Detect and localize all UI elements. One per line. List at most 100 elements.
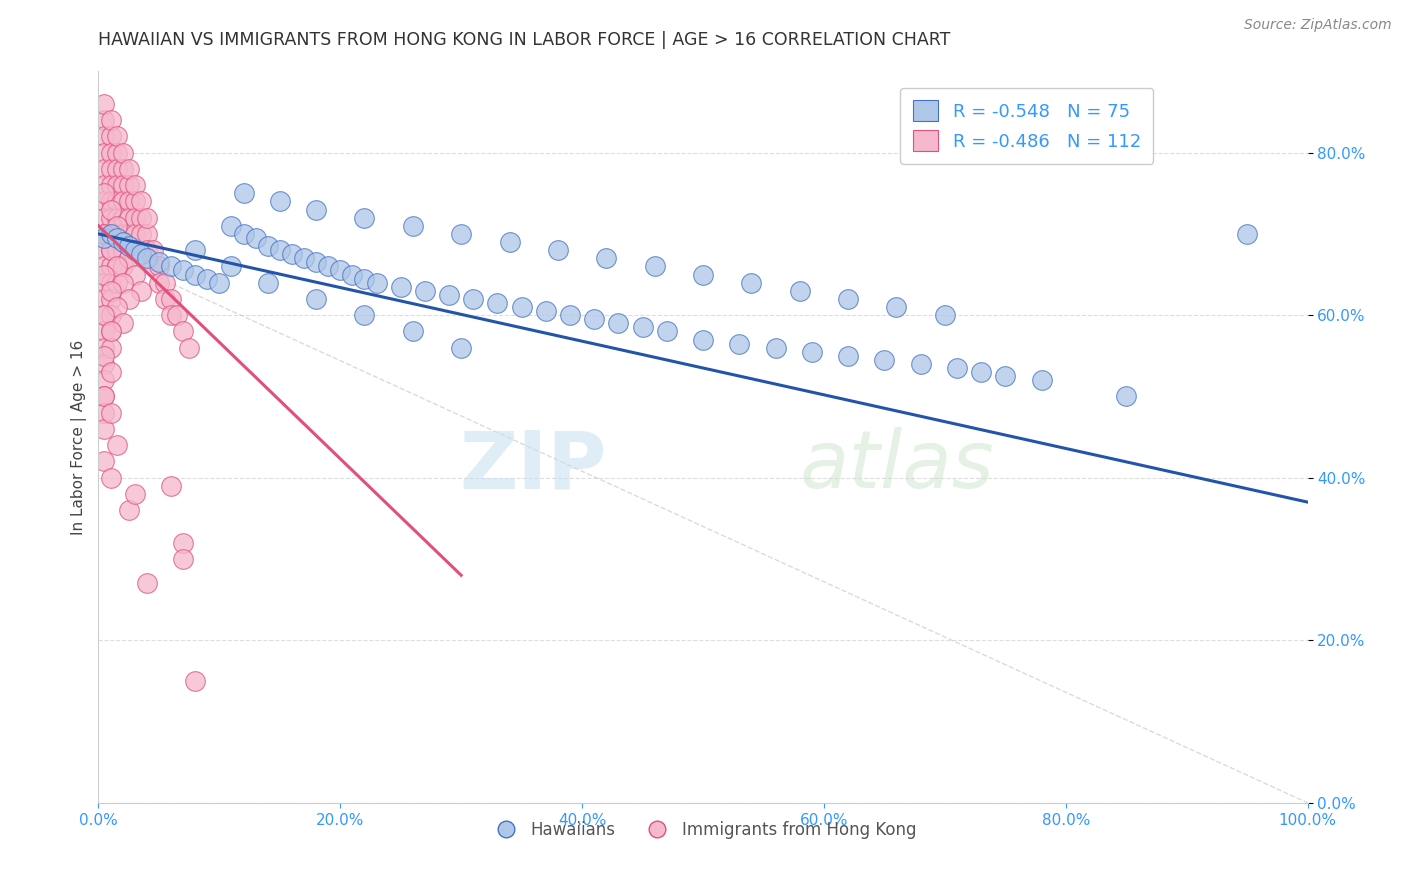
Point xyxy=(111,260,134,274)
Point xyxy=(595,252,617,266)
Point xyxy=(353,211,375,225)
Point xyxy=(129,247,152,261)
Point xyxy=(100,276,122,290)
Point xyxy=(93,260,115,274)
Point xyxy=(946,361,969,376)
Point xyxy=(153,292,176,306)
Point xyxy=(93,194,115,209)
Point xyxy=(510,300,533,314)
Point xyxy=(135,227,157,241)
Point xyxy=(1236,227,1258,241)
Point xyxy=(281,247,304,261)
Point xyxy=(135,252,157,266)
Point xyxy=(111,243,134,257)
Point xyxy=(100,284,122,298)
Point xyxy=(105,219,128,233)
Point xyxy=(124,268,146,282)
Point xyxy=(692,333,714,347)
Point xyxy=(100,227,122,241)
Point xyxy=(100,243,122,257)
Point xyxy=(100,227,122,241)
Point xyxy=(93,357,115,371)
Point xyxy=(305,202,328,217)
Point xyxy=(111,235,134,249)
Point xyxy=(789,284,811,298)
Point xyxy=(93,243,115,257)
Point xyxy=(100,471,122,485)
Point xyxy=(111,161,134,176)
Point xyxy=(148,260,170,274)
Point xyxy=(93,96,115,111)
Point xyxy=(437,288,460,302)
Point xyxy=(353,308,375,322)
Point xyxy=(413,284,436,298)
Point xyxy=(184,673,207,688)
Point xyxy=(124,487,146,501)
Point xyxy=(93,276,115,290)
Point xyxy=(93,113,115,128)
Point xyxy=(100,260,122,274)
Point xyxy=(93,325,115,339)
Point xyxy=(105,227,128,241)
Point xyxy=(607,316,630,330)
Point xyxy=(105,211,128,225)
Text: ZIP: ZIP xyxy=(458,427,606,506)
Point xyxy=(886,300,908,314)
Point xyxy=(153,276,176,290)
Point xyxy=(105,276,128,290)
Point xyxy=(93,129,115,144)
Point xyxy=(765,341,787,355)
Point xyxy=(118,211,141,225)
Point xyxy=(118,239,141,253)
Point xyxy=(148,255,170,269)
Point xyxy=(329,263,352,277)
Point xyxy=(93,161,115,176)
Point xyxy=(740,276,762,290)
Point xyxy=(100,178,122,193)
Text: atlas: atlas xyxy=(800,427,994,506)
Point xyxy=(100,161,122,176)
Point xyxy=(172,263,194,277)
Point xyxy=(100,292,122,306)
Point xyxy=(172,535,194,549)
Point xyxy=(118,227,141,241)
Point xyxy=(221,219,243,233)
Point xyxy=(124,243,146,257)
Point xyxy=(256,276,278,290)
Point xyxy=(208,276,231,290)
Point xyxy=(93,454,115,468)
Point xyxy=(463,292,485,306)
Point xyxy=(910,357,932,371)
Point xyxy=(100,325,122,339)
Point xyxy=(100,129,122,144)
Point xyxy=(93,389,115,403)
Point xyxy=(105,300,128,314)
Point xyxy=(100,341,122,355)
Point xyxy=(111,235,134,249)
Point xyxy=(105,161,128,176)
Point xyxy=(316,260,339,274)
Point xyxy=(111,194,134,209)
Point xyxy=(93,268,115,282)
Point xyxy=(135,243,157,257)
Point xyxy=(118,292,141,306)
Point xyxy=(93,186,115,201)
Point xyxy=(100,308,122,322)
Point xyxy=(160,292,183,306)
Point xyxy=(148,276,170,290)
Point xyxy=(105,145,128,160)
Point xyxy=(353,271,375,285)
Point xyxy=(93,227,115,241)
Point xyxy=(142,260,165,274)
Point xyxy=(450,227,472,241)
Point xyxy=(1031,373,1053,387)
Point xyxy=(129,284,152,298)
Point xyxy=(105,231,128,245)
Point xyxy=(111,178,134,193)
Point xyxy=(93,211,115,225)
Point xyxy=(124,194,146,209)
Point xyxy=(93,341,115,355)
Point xyxy=(195,271,218,285)
Point xyxy=(93,308,115,322)
Point xyxy=(111,227,134,241)
